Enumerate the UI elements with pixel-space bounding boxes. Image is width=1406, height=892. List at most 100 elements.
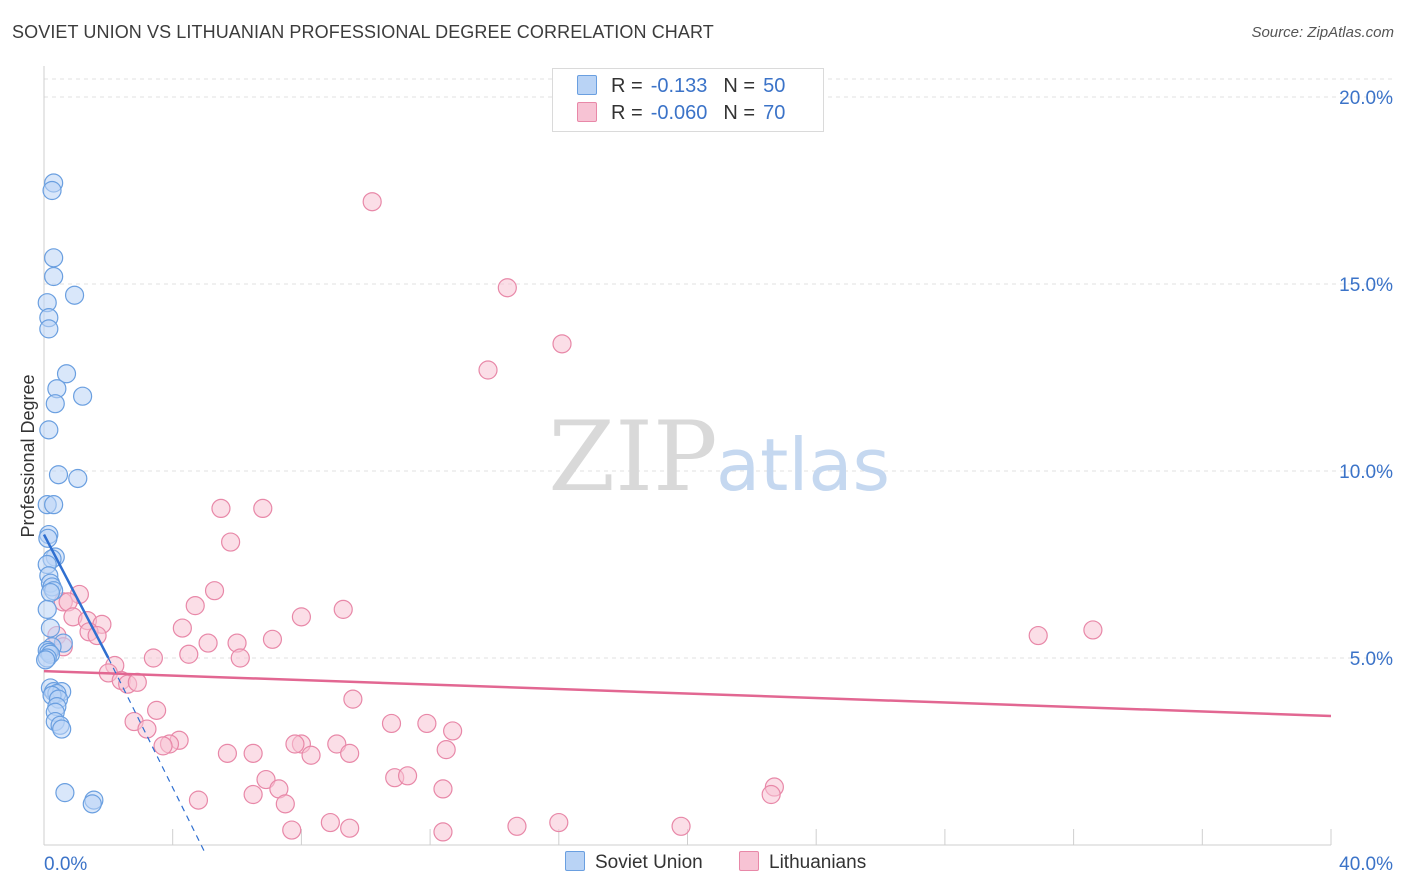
lithuanians-point <box>127 672 147 692</box>
legend-r-value: -0.133 <box>650 75 708 97</box>
lithuanians-point <box>397 766 418 786</box>
lithuanians-point <box>188 790 209 810</box>
lithuanians-point <box>172 618 192 638</box>
lithuanians-point <box>275 794 295 814</box>
lithuanians-point <box>230 648 250 668</box>
lithuanians-point <box>443 721 463 741</box>
lithuanians-swatch <box>577 102 597 122</box>
lithuanians-point <box>253 498 273 518</box>
lithuanians-point <box>436 740 456 760</box>
lithuanians-point <box>147 700 167 720</box>
soviet-union-point <box>39 420 59 440</box>
lithuanians-point <box>282 820 302 840</box>
lithuanians-point <box>549 812 569 833</box>
lithuanians-point <box>217 743 237 763</box>
lithuanians-point <box>256 769 276 790</box>
lithuanians-point <box>243 743 263 763</box>
watermark-atlas: atlas <box>716 423 890 507</box>
legend-label: Lithuanians <box>769 852 867 873</box>
soviet-union-point <box>68 468 88 489</box>
watermark-zip: ZIP <box>548 401 717 513</box>
soviet-union-point <box>64 285 85 305</box>
lithuanians-point <box>343 689 363 709</box>
soviet-union-point <box>73 386 93 406</box>
watermark: ZIP atlas <box>548 401 890 513</box>
soviet-union-point <box>52 719 72 739</box>
lithuanians-point <box>478 360 498 380</box>
soviet-union-point <box>39 319 59 339</box>
lithuanians-point <box>417 713 437 734</box>
soviet-union-point <box>82 794 102 814</box>
y-tick-label: 20.0% <box>1339 88 1393 109</box>
soviet-union-point <box>48 465 69 485</box>
lithuanians-point <box>153 736 173 756</box>
soviet-swatch <box>565 851 585 871</box>
lithuanians-point <box>262 629 283 649</box>
legend-n-label: N = <box>723 75 756 97</box>
legend-label: Soviet Union <box>595 852 703 873</box>
y-tick-label: 5.0% <box>1350 649 1393 670</box>
lithuanians-point <box>433 779 453 799</box>
soviet-union-point <box>44 248 64 268</box>
lithuanians-point <box>1028 625 1048 646</box>
soviet-union-point <box>40 582 61 603</box>
soviet-union-trend-line <box>42 534 110 659</box>
soviet-union-point <box>38 528 58 548</box>
soviet-union-point <box>42 180 62 201</box>
lithuanians-point <box>340 743 360 763</box>
y-tick-label: 15.0% <box>1339 275 1393 296</box>
lithuanians-point <box>381 713 402 734</box>
soviet-union-point <box>56 364 77 384</box>
legend-row-soviet: R = -0.133 N = 50 <box>577 75 785 101</box>
lithuanians-point <box>362 192 382 212</box>
x-tick-label: 0.0% <box>44 854 87 875</box>
series-soviet-union <box>36 173 104 814</box>
lithuanians-point <box>340 818 360 838</box>
lithuanians-point <box>143 648 163 668</box>
lithuanians-trend-line <box>43 669 1332 718</box>
lithuanians-point <box>761 784 781 805</box>
legend-r-label: R = <box>611 102 643 124</box>
soviet-union-trend-extension <box>107 657 206 853</box>
soviet-union-point <box>36 650 56 670</box>
y-tick-label: 10.0% <box>1339 462 1393 483</box>
source-label: Source: ZipAtlas.com <box>1251 24 1394 41</box>
soviet-union-point <box>45 394 65 414</box>
lithuanians-point <box>497 278 517 298</box>
lithuanians-point <box>243 784 263 805</box>
lithuanians-point <box>433 822 453 842</box>
legend-n-value: 70 <box>763 102 786 124</box>
lithuanians-point <box>320 812 340 833</box>
lithuanians-point <box>285 734 305 754</box>
correlation-legend: R = -0.133 N = 50 R = -0.060 N = 70 <box>552 68 824 132</box>
lithuanians-point <box>198 633 218 653</box>
bottom-legend-lithuanians: Lithuanians <box>739 851 866 874</box>
legend-r-value: -0.060 <box>650 102 708 124</box>
legend-n-label: N = <box>723 102 756 124</box>
lithuanians-point <box>301 745 321 765</box>
soviet-union-point <box>40 618 61 638</box>
bottom-legend-soviet: Soviet Union <box>565 851 703 874</box>
lithuanians-point <box>1083 620 1103 640</box>
soviet-union-point <box>37 599 57 619</box>
lithuanians-point <box>552 334 572 354</box>
lithuanians-swatch <box>739 851 759 871</box>
x-tick-labels: 0.0% 40.0% <box>44 854 1393 875</box>
legend-n-value: 50 <box>763 75 786 97</box>
legend-row-lithuanians: R = -0.060 N = 70 <box>577 102 785 128</box>
chart-title: SOVIET UNION VS LITHUANIAN PROFESSIONAL … <box>12 22 714 42</box>
soviet-union-point <box>44 495 64 515</box>
soviet-swatch <box>577 75 597 95</box>
soviet-union-point <box>55 783 75 803</box>
series-lithuanians <box>47 192 1103 842</box>
lithuanians-point <box>185 596 205 616</box>
lithuanians-point <box>204 581 225 601</box>
trend-lines <box>42 534 1332 853</box>
soviet-union-point <box>44 266 64 287</box>
lithuanians-point <box>327 734 347 754</box>
legend-r-label: R = <box>611 75 643 97</box>
lithuanians-point <box>333 599 353 619</box>
lithuanians-point <box>291 607 311 627</box>
lithuanians-point <box>221 532 241 552</box>
